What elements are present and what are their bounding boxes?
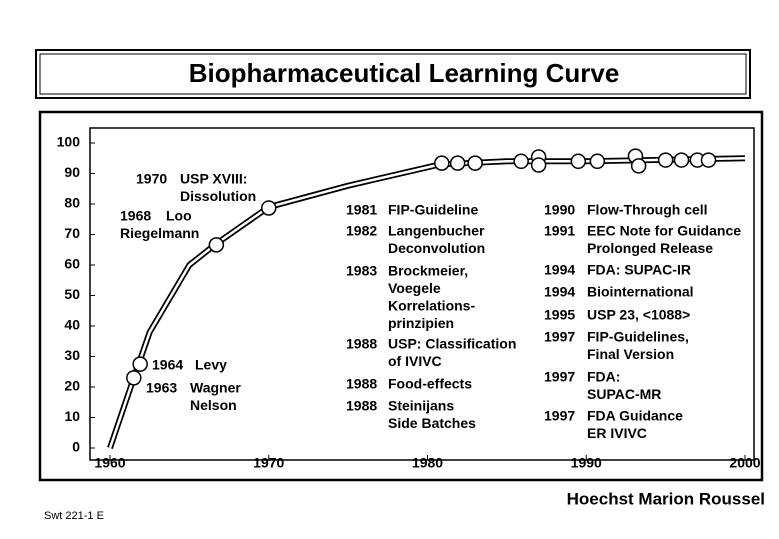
annotation-text: Dissolution — [180, 188, 256, 204]
annotation-year: 1982 — [346, 223, 377, 239]
milestone-marker — [208, 237, 225, 253]
plot-frame — [38, 110, 764, 482]
annotation-text: Loo — [166, 208, 192, 224]
milestone-marker — [589, 153, 606, 170]
annotation-text: SUPAC-MR — [587, 386, 661, 402]
annotation-text: Prolonged Release — [587, 240, 713, 256]
annotation-text: prinzipien — [388, 315, 454, 331]
annotation-text: FDA: SUPAC-IR — [587, 262, 691, 278]
annotation-year: 1990 — [544, 202, 575, 218]
milestone-marker — [657, 152, 674, 168]
y-tick-label: 40 — [64, 317, 80, 333]
annotation-year: 1988 — [346, 398, 377, 414]
annotation-text: Deconvolution — [388, 240, 485, 256]
annotation-text: USP XVIII: — [180, 171, 247, 187]
annotation-text: Riegelmann — [120, 225, 199, 241]
milestone-marker — [630, 158, 647, 174]
annotation-year: 1997 — [544, 408, 575, 424]
milestone-marker — [449, 155, 466, 171]
title-box — [35, 49, 751, 99]
annotation-year: 1997 — [544, 369, 575, 385]
x-tick-label: 1960 — [94, 455, 125, 471]
annotation-text: Korrelations- — [388, 298, 475, 314]
y-tick-label: 0 — [72, 439, 80, 455]
y-tick-label: 90 — [64, 164, 80, 180]
annotation-text: FIP-Guideline — [388, 202, 478, 218]
y-tick-label: 60 — [64, 256, 80, 272]
x-tick-label: 1980 — [412, 455, 443, 471]
milestone-marker — [132, 356, 148, 372]
annotation-text: EEC Note for Guidance — [587, 223, 741, 239]
annotation-text: FIP-Guidelines, — [587, 329, 689, 345]
annotation-year: 1997 — [544, 329, 575, 345]
x-tick-label: 1970 — [253, 455, 284, 471]
milestone-marker — [261, 200, 277, 216]
chart-title: Biopharmaceutical Learning Curve — [189, 58, 620, 88]
annotation-year: 1995 — [544, 307, 575, 323]
annotation-text: Final Version — [587, 346, 674, 362]
x-tick-label: 1990 — [571, 455, 602, 471]
title-box-inner — [39, 53, 747, 95]
annotation-text: USP 23, <1088> — [587, 307, 690, 323]
annotation-text: Flow-Through cell — [587, 202, 708, 218]
annotation-year: 1988 — [346, 336, 377, 352]
annotation-text: Wagner — [190, 380, 241, 396]
annotation-text: Nelson — [190, 397, 237, 413]
annotation-text: FDA: — [587, 369, 620, 385]
milestone-marker — [434, 155, 450, 171]
annotation-text: Side Batches — [388, 415, 476, 431]
y-tick-label: 30 — [64, 347, 80, 363]
y-tick-label: 50 — [64, 286, 80, 302]
y-tick-label: 100 — [57, 134, 81, 150]
annotation-text: Brockmeier, — [388, 263, 468, 279]
milestone-marker — [530, 157, 547, 173]
annotation-year: 1963 — [146, 380, 177, 396]
annotation-text: Food-effects — [388, 376, 472, 392]
annotation-year: 1968 — [120, 208, 151, 224]
annotation-text: Levy — [195, 357, 227, 373]
x-tick-label: 2000 — [729, 455, 760, 471]
annotation-year: 1991 — [544, 223, 575, 239]
annotation-text: USP: Classification — [388, 336, 516, 352]
annotation-text: FDA Guidance — [587, 408, 683, 424]
company: Hoechst Marion Roussel — [567, 489, 765, 508]
annotation-text: Voegele — [388, 280, 441, 296]
annotation-year: 1981 — [346, 202, 377, 218]
annotation-year: 1970 — [136, 171, 167, 187]
milestone-marker — [513, 153, 529, 170]
annotation-text: Langenbucher — [388, 223, 485, 239]
annotation-text: ER IVIVC — [587, 425, 647, 441]
milestone-marker — [467, 155, 483, 171]
code: Swt 221-1 E — [44, 510, 104, 522]
milestone-marker — [570, 153, 587, 170]
annotation-year: 1983 — [346, 263, 377, 279]
annotation-year: 1994 — [544, 262, 575, 278]
milestone-marker — [126, 370, 142, 386]
annotation-text: Steinijans — [388, 398, 454, 414]
annotation-text: of IVIVC — [388, 353, 442, 369]
plot-area — [89, 127, 755, 461]
annotation-year: 1964 — [152, 357, 183, 373]
y-tick-label: 80 — [64, 195, 80, 211]
milestone-marker — [673, 152, 690, 168]
y-tick-label: 20 — [64, 378, 80, 394]
annotation-text: Biointernational — [587, 284, 694, 300]
annotation-year: 1994 — [544, 284, 575, 300]
milestone-marker — [700, 152, 717, 168]
annotation-year: 1988 — [346, 376, 377, 392]
y-tick-label: 10 — [64, 408, 80, 424]
y-tick-label: 70 — [64, 225, 80, 241]
